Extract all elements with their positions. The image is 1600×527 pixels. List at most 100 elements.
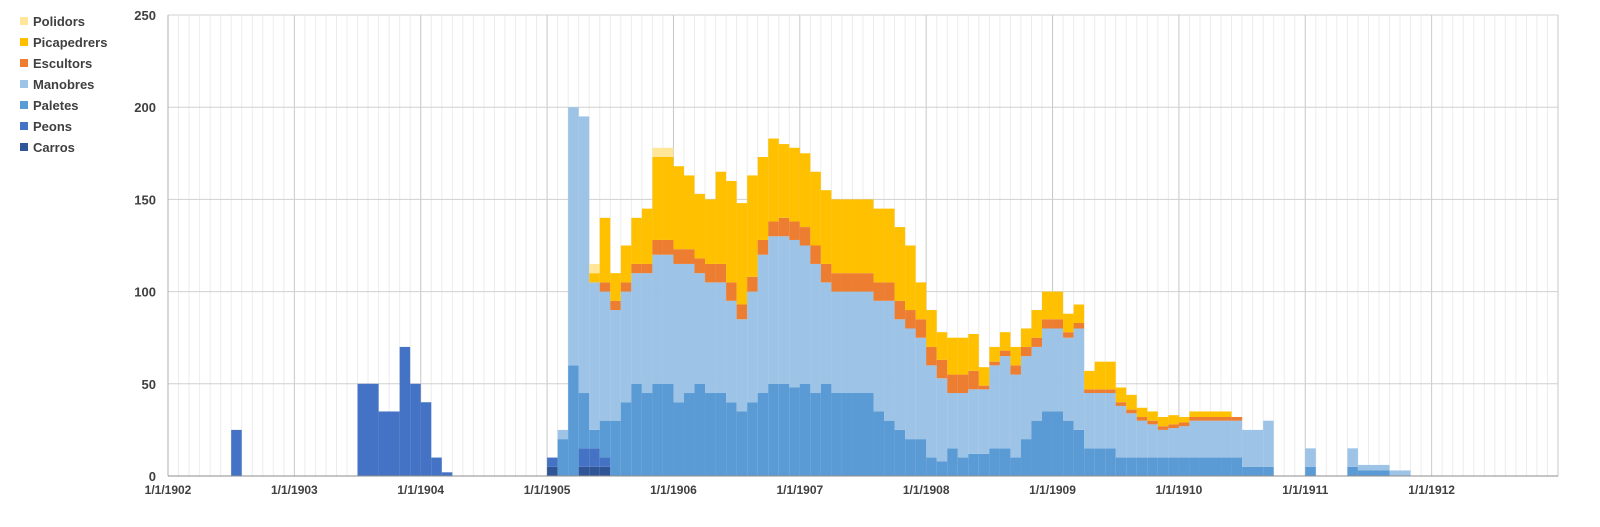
bar-segment-picapedrers bbox=[778, 144, 790, 218]
legend-label: Picapedrers bbox=[33, 35, 107, 50]
bar-segment-paletes bbox=[641, 393, 653, 476]
bar-segment-paletes bbox=[799, 383, 811, 476]
bar-segment-manobres bbox=[915, 337, 927, 440]
legend-label: Escultors bbox=[33, 56, 92, 71]
bar-segment-picapedrers bbox=[1178, 416, 1190, 423]
bar-segment-carros bbox=[589, 466, 600, 476]
bar-segment-escultors bbox=[1136, 416, 1148, 421]
bar-segment-picapedrers bbox=[894, 227, 906, 301]
bar-segment-escultors bbox=[1020, 346, 1032, 357]
bar-segment-paletes bbox=[936, 461, 948, 476]
bar-segment-picapedrers bbox=[641, 208, 653, 264]
bar-segment-picapedrers bbox=[957, 337, 969, 375]
legend-swatch bbox=[20, 17, 28, 25]
bar-segment-manobres bbox=[1115, 405, 1127, 458]
bar-segment-paletes bbox=[578, 393, 590, 449]
legend-label: Peons bbox=[33, 119, 72, 134]
bar-segment-picapedrers bbox=[1094, 361, 1106, 390]
bar-segment-manobres bbox=[1126, 413, 1137, 458]
bar-segment-escultors bbox=[894, 300, 906, 320]
bar-segment-paletes bbox=[1242, 466, 1264, 476]
bar-segment-escultors bbox=[957, 374, 969, 394]
bar-segment-paletes bbox=[705, 393, 716, 476]
bar-segment-manobres bbox=[1063, 337, 1074, 421]
bar-segment-picapedrers bbox=[631, 217, 642, 264]
bar-segment-polidors bbox=[662, 147, 674, 157]
bar-segment-manobres bbox=[1031, 346, 1043, 421]
bar-segment-picapedrers bbox=[1063, 313, 1074, 333]
axes: 0 50 100 150 200 250 1/1/1902 1/1/1903 1/1/1904 1… bbox=[134, 8, 1558, 497]
bar-segment-paletes bbox=[557, 439, 569, 476]
bar-segment-paletes bbox=[662, 383, 674, 476]
bar-segment-manobres bbox=[1020, 356, 1032, 440]
bar-segment-paletes bbox=[957, 457, 969, 476]
bar-segment-paletes bbox=[1126, 457, 1137, 476]
bar-segment-peons bbox=[420, 402, 432, 476]
bar-segment-paletes bbox=[1105, 448, 1116, 476]
bar-segment-picapedrers bbox=[947, 337, 958, 375]
bar-segment-picapedrers bbox=[863, 199, 874, 274]
bar-segment-picapedrers bbox=[1052, 291, 1064, 320]
bar-segment-manobres bbox=[705, 282, 716, 394]
bar-segment-manobres bbox=[1168, 428, 1179, 458]
bar-segment-manobres bbox=[620, 291, 632, 403]
bar-segment-manobres bbox=[1147, 424, 1158, 458]
legend-swatch bbox=[20, 38, 28, 46]
bar-segment-escultors bbox=[968, 370, 979, 390]
bar-segment-paletes bbox=[1199, 457, 1211, 476]
bar-segment-paletes bbox=[884, 420, 895, 476]
bar-segment-paletes bbox=[1347, 466, 1358, 476]
legend-swatch bbox=[20, 122, 28, 130]
bar-segment-polidors bbox=[589, 263, 600, 274]
x-tick-label: 1/1/1908 bbox=[903, 483, 950, 497]
bar-segment-paletes bbox=[631, 383, 642, 476]
bar-segment-paletes bbox=[1031, 420, 1043, 476]
bar-segment-escultors bbox=[863, 273, 874, 292]
bar-segment-picapedrers bbox=[999, 332, 1011, 351]
bar-segment-picapedrers bbox=[1136, 407, 1148, 417]
bar-segment-paletes bbox=[1305, 466, 1316, 476]
bar-segment-escultors bbox=[799, 227, 811, 246]
bar-segment-manobres bbox=[1389, 470, 1411, 476]
bar-segment-manobres bbox=[1073, 328, 1085, 430]
bar-segment-manobres bbox=[1010, 374, 1021, 458]
bar-segment-paletes bbox=[1178, 457, 1190, 476]
bar-segment-manobres bbox=[589, 282, 600, 430]
bar-segment-peons bbox=[441, 472, 453, 476]
bar-segment-escultors bbox=[1126, 409, 1137, 414]
bar-segment-picapedrers bbox=[1126, 394, 1137, 410]
bar-segment-escultors bbox=[1042, 319, 1053, 329]
bar-segment-manobres bbox=[568, 107, 579, 366]
bar-segment-manobres bbox=[968, 389, 979, 454]
bar-segment-manobres bbox=[1221, 420, 1232, 458]
bar-segment-picapedrers bbox=[936, 332, 948, 360]
bar-segment-paletes bbox=[568, 365, 579, 476]
bar-segment-manobres bbox=[715, 282, 727, 394]
bar-segment-picapedrers bbox=[968, 334, 979, 371]
bar-segment-paletes bbox=[599, 420, 611, 458]
bar-segment-escultors bbox=[778, 217, 790, 237]
bar-segment-picapedrers bbox=[1073, 304, 1085, 323]
bar-segment-paletes bbox=[694, 383, 706, 476]
bar-segment-paletes bbox=[1231, 457, 1243, 476]
stacked-bars bbox=[231, 107, 1411, 476]
bar-segment-paletes bbox=[810, 393, 821, 476]
bar-segment-paletes bbox=[673, 402, 684, 476]
bar-segment-escultors bbox=[989, 361, 1000, 366]
bar-segment-manobres bbox=[1210, 420, 1222, 458]
bar-segment-manobres bbox=[1084, 393, 1095, 449]
bar-segment-manobres bbox=[1157, 429, 1169, 458]
y-tick-label: 250 bbox=[134, 8, 156, 23]
bar-segment-escultors bbox=[757, 239, 769, 255]
bar-segment-paletes bbox=[715, 393, 727, 476]
bar-segment-manobres bbox=[789, 239, 800, 388]
bar-segment-picapedrers bbox=[789, 147, 800, 222]
bar-segment-paletes bbox=[610, 420, 621, 476]
bar-segment-paletes bbox=[1042, 411, 1053, 476]
bar-segment-escultors bbox=[831, 273, 842, 292]
bar-segment-peons bbox=[578, 448, 590, 467]
bar-segment-picapedrers bbox=[926, 310, 937, 347]
bar-segment-manobres bbox=[652, 254, 663, 384]
bar-segment-manobres bbox=[747, 291, 758, 403]
bar-segment-manobres bbox=[1242, 429, 1264, 467]
